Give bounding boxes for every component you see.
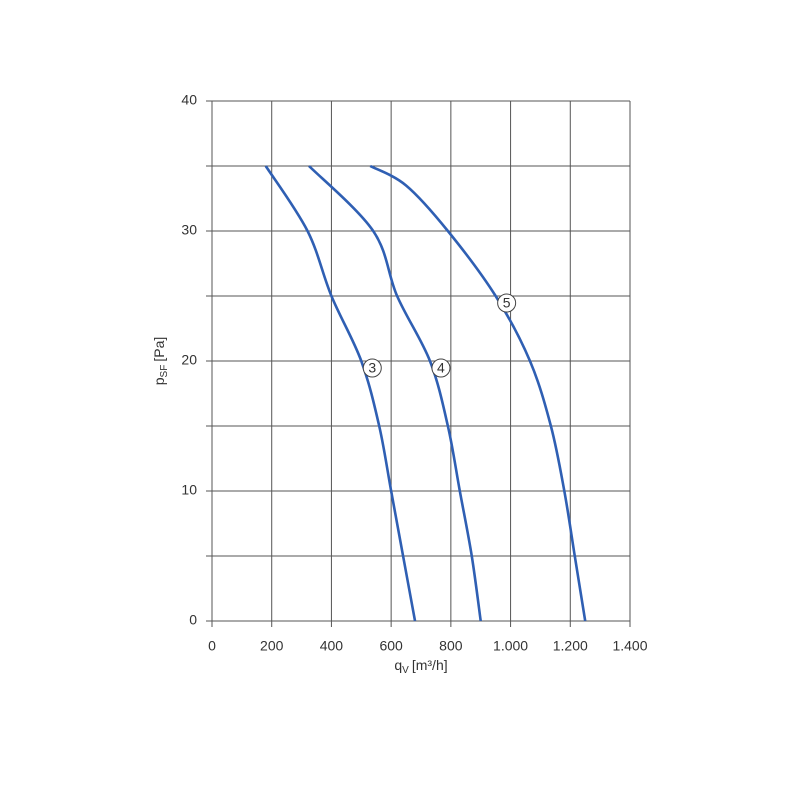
y-tick-label: 30: [181, 222, 197, 238]
curve-label: 5: [503, 295, 511, 311]
y-tick-label: 10: [181, 482, 197, 498]
y-axis-label: pSF [Pa]: [151, 337, 170, 385]
x-tick-label: 0: [208, 638, 216, 654]
x-label-subscript: V: [402, 665, 409, 676]
x-tick-label: 400: [320, 638, 344, 654]
y-label-unit: [Pa]: [151, 337, 167, 362]
x-tick-label: 600: [379, 638, 403, 654]
x-tick-label: 1.400: [612, 638, 647, 654]
x-label-unit: [m³/h]: [412, 657, 448, 673]
x-tick-label: 1.000: [493, 638, 528, 654]
curve: [308, 165, 483, 622]
y-label-subscript: SF: [159, 365, 170, 378]
y-tick-label: 20: [181, 352, 197, 368]
curve-label: 4: [437, 360, 445, 376]
curve-label-circle: [431, 358, 451, 378]
curve: [264, 165, 417, 622]
curve-label-circle: [497, 293, 517, 313]
curve-label: 3: [368, 360, 376, 376]
curve-label-circle: [362, 358, 382, 378]
x-tick-label: 200: [260, 638, 284, 654]
y-tick-label: 0: [189, 612, 197, 628]
y-tick-label: 40: [181, 92, 197, 108]
curve: [369, 164, 587, 622]
x-axis-label: qV [m³/h]: [394, 657, 447, 676]
x-tick-label: 800: [439, 638, 463, 654]
x-tick-label: 1.200: [553, 638, 588, 654]
x-label-symbol: q: [394, 657, 402, 673]
y-label-symbol: p: [151, 377, 167, 385]
